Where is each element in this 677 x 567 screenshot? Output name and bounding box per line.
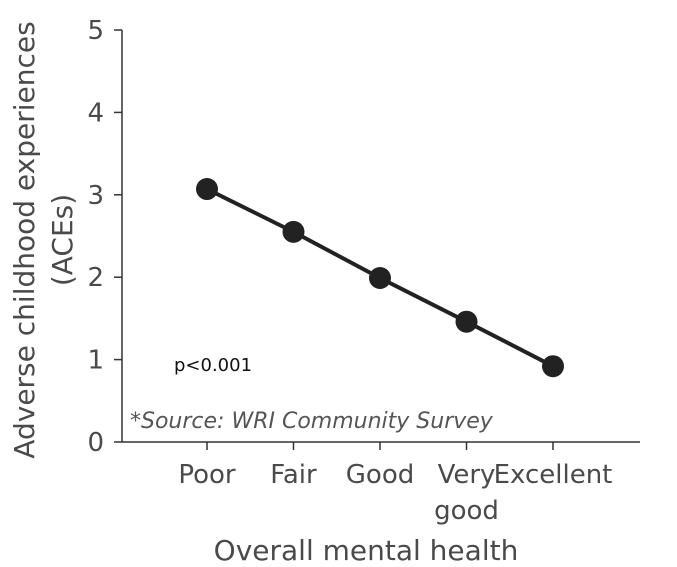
- p-value-annotation: p<0.001: [174, 355, 252, 376]
- y-tick-label: 1: [87, 346, 104, 376]
- y-tick-label: 5: [87, 16, 104, 46]
- y-axis-title: Adverse childhood experiences (ACEs): [8, 21, 79, 458]
- data-point-very-good: [455, 310, 478, 333]
- y-tick-label: 2: [87, 263, 104, 293]
- y-tick-label: 4: [87, 98, 104, 128]
- x-tick-label: Excellent: [494, 460, 613, 490]
- y-tick-label: 3: [87, 181, 104, 211]
- y-ticks: 0 1 2 3 4 5: [87, 16, 122, 458]
- x-tick-label: Fair: [270, 460, 317, 490]
- x-tick-label: Very: [438, 460, 496, 490]
- data-point-fair: [282, 220, 305, 243]
- data-point-good: [369, 267, 391, 290]
- x-tick-label: Good: [346, 460, 414, 490]
- source-note: *Source: WRI Community Survey: [130, 409, 494, 434]
- data-point-excellent: [542, 355, 564, 378]
- y-axis-title-line-1: Adverse childhood experiences: [8, 21, 41, 458]
- x-tick-label: good: [434, 496, 499, 526]
- x-ticks: Poor Fair Good Very good Excellent: [178, 442, 612, 526]
- y-axis-title-line-2: (ACEs): [46, 194, 79, 286]
- series-line-group: [196, 178, 564, 378]
- x-axis-title: Overall mental health: [214, 534, 519, 567]
- data-point-poor: [196, 178, 218, 201]
- y-tick-label: 0: [87, 428, 104, 458]
- x-tick-label: Poor: [178, 460, 236, 490]
